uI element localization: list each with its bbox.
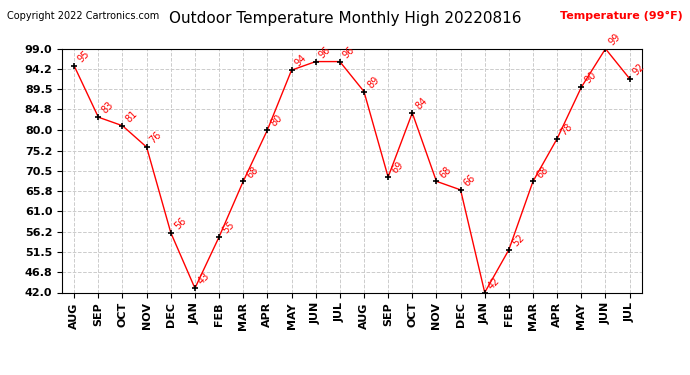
Text: 83: 83: [100, 100, 115, 116]
Text: 68: 68: [245, 164, 260, 180]
Text: 68: 68: [535, 164, 550, 180]
Text: 69: 69: [390, 160, 405, 176]
Text: 55: 55: [221, 220, 237, 236]
Text: Copyright 2022 Cartronics.com: Copyright 2022 Cartronics.com: [7, 11, 159, 21]
Text: 56: 56: [172, 215, 188, 231]
Text: 68: 68: [438, 164, 453, 180]
Text: 78: 78: [559, 122, 574, 137]
Text: 92: 92: [631, 62, 647, 77]
Text: 90: 90: [583, 70, 598, 86]
Text: 99: 99: [607, 32, 622, 47]
Text: 94: 94: [293, 53, 308, 69]
Text: 80: 80: [269, 113, 284, 129]
Text: Temperature (99°F): Temperature (99°F): [560, 11, 683, 21]
Text: 96: 96: [317, 45, 333, 60]
Text: Outdoor Temperature Monthly High 20220816: Outdoor Temperature Monthly High 2022081…: [169, 11, 521, 26]
Text: 76: 76: [148, 130, 164, 146]
Text: 89: 89: [366, 74, 381, 90]
Text: 66: 66: [462, 173, 477, 189]
Text: 84: 84: [414, 96, 429, 111]
Text: 95: 95: [76, 49, 91, 64]
Text: 43: 43: [197, 271, 212, 287]
Text: 81: 81: [124, 109, 139, 124]
Text: 42: 42: [486, 275, 502, 291]
Text: 96: 96: [342, 45, 357, 60]
Text: 52: 52: [511, 232, 526, 248]
